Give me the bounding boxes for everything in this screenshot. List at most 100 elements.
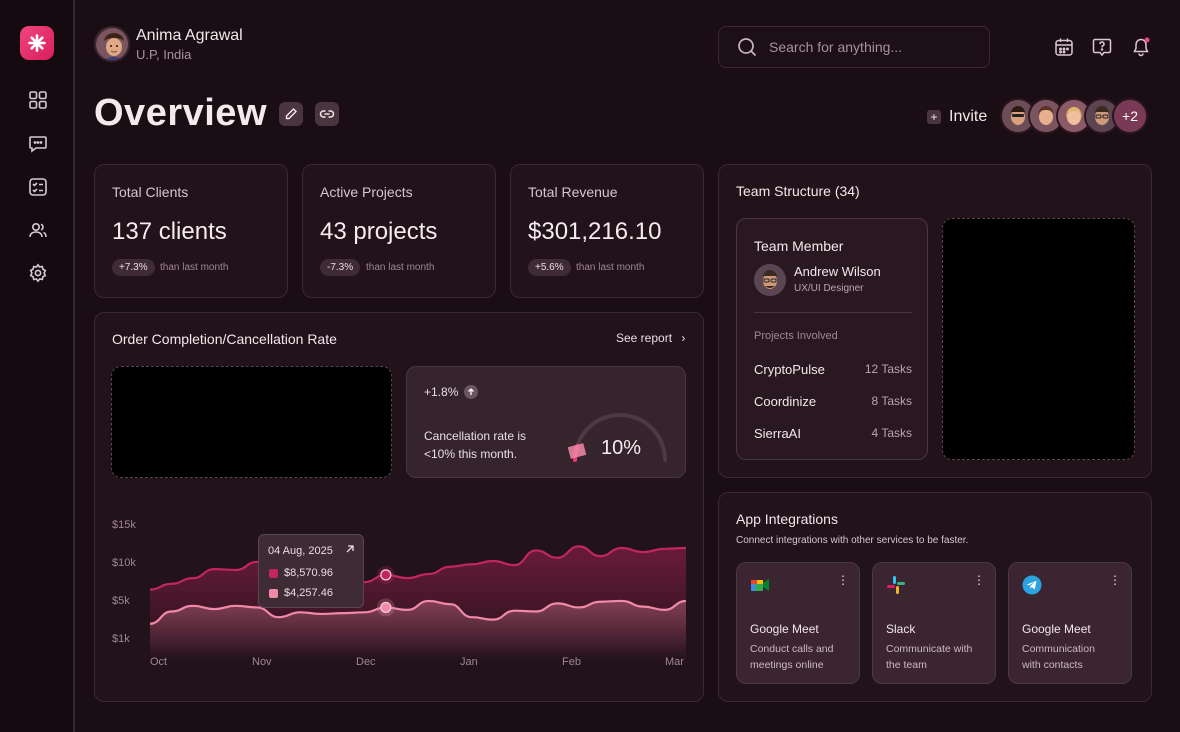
nav-tasks-icon[interactable] bbox=[26, 175, 50, 199]
stat-card-total-clients: Total Clients 137 clients +7.3% than las… bbox=[94, 164, 288, 298]
more-options-icon[interactable]: ⋮ bbox=[1109, 573, 1121, 587]
stat-value: 43 projects bbox=[320, 218, 438, 245]
more-options-icon[interactable]: ⋮ bbox=[973, 573, 985, 587]
search-icon bbox=[738, 38, 757, 57]
extra-members-count: +2 bbox=[1112, 98, 1148, 134]
nav-messages-icon[interactable] bbox=[26, 131, 50, 155]
y-tick-label: $10k bbox=[112, 557, 136, 569]
project-name: SierraAI bbox=[754, 426, 801, 441]
integration-desc: Communication bbox=[1022, 643, 1095, 655]
see-report-link[interactable]: See report › bbox=[616, 331, 685, 345]
google-meet-icon bbox=[751, 579, 769, 591]
integration-card[interactable]: ⋮ Google Meet Communication with contact… bbox=[1008, 562, 1132, 684]
link-icon bbox=[319, 110, 335, 118]
app-logo[interactable] bbox=[20, 26, 54, 60]
nav-users-icon[interactable] bbox=[26, 218, 50, 242]
telegram-icon bbox=[1022, 575, 1042, 595]
stat-value: 137 clients bbox=[112, 218, 227, 245]
integration-name: Slack bbox=[886, 622, 916, 636]
link-button[interactable] bbox=[315, 102, 339, 126]
integration-desc: Conduct calls and bbox=[750, 643, 834, 655]
stat-label: Total Revenue bbox=[528, 184, 618, 200]
member-heading: Team Member bbox=[754, 238, 844, 254]
stat-change-badge: +7.3% bbox=[112, 259, 155, 276]
integration-name: Google Meet bbox=[750, 622, 819, 636]
project-name: Coordinize bbox=[754, 394, 817, 409]
help-icon[interactable] bbox=[1091, 36, 1113, 58]
series-swatch bbox=[269, 589, 278, 598]
cancellation-text-2: <10% this month. bbox=[424, 447, 518, 461]
stat-value: $301,216.10 bbox=[528, 218, 662, 245]
integration-desc: meetings online bbox=[750, 659, 824, 671]
project-tasks: 8 Tasks bbox=[871, 394, 912, 408]
user-name: Anima Agrawal bbox=[136, 26, 243, 44]
project-row[interactable]: SierraAI 4 Tasks bbox=[754, 426, 912, 441]
plus-icon: + bbox=[927, 110, 941, 124]
y-tick-label: $15k bbox=[112, 519, 136, 531]
projects-label: Projects Involved bbox=[754, 330, 838, 342]
cancellation-gauge bbox=[567, 413, 667, 462]
nav-settings-icon[interactable] bbox=[26, 261, 50, 285]
cancellation-change: +1.8% bbox=[424, 385, 459, 399]
sidebar bbox=[0, 0, 75, 732]
cancellation-text-1: Cancellation rate is bbox=[424, 429, 527, 443]
series-line bbox=[149, 599, 687, 625]
project-row[interactable]: Coordinize 8 Tasks bbox=[754, 394, 912, 409]
project-tasks: 12 Tasks bbox=[864, 362, 912, 376]
search-bar[interactable] bbox=[718, 26, 990, 68]
stat-sub: than last month bbox=[160, 262, 229, 273]
integration-desc: with contacts bbox=[1022, 659, 1083, 671]
image-placeholder bbox=[942, 218, 1135, 460]
member-name: Andrew Wilson bbox=[794, 264, 881, 279]
edit-button[interactable] bbox=[279, 102, 303, 126]
hover-marker[interactable] bbox=[380, 569, 392, 581]
invite-label: Invite bbox=[949, 108, 988, 125]
divider bbox=[754, 312, 912, 313]
stat-sub: than last month bbox=[576, 262, 645, 273]
integration-name: Google Meet bbox=[1022, 622, 1091, 636]
chart-tooltip: 04 Aug, 2025 $8,570.96 $4,257.46 bbox=[258, 534, 364, 608]
notification-bell-icon[interactable] bbox=[1130, 36, 1152, 58]
hover-marker[interactable] bbox=[380, 601, 392, 614]
member-avatar bbox=[754, 264, 786, 296]
member-avatars[interactable]: +2 bbox=[1000, 98, 1148, 134]
stat-change-badge: -7.3% bbox=[320, 259, 361, 276]
user-profile[interactable]: Anima Agrawal U.P, India bbox=[94, 26, 243, 62]
stat-card-active-projects: Active Projects 43 projects -7.3% than l… bbox=[302, 164, 496, 298]
y-tick-label: $5k bbox=[112, 595, 130, 607]
chevron-right-icon: › bbox=[681, 331, 686, 345]
team-structure-title: Team Structure (34) bbox=[736, 183, 860, 199]
user-location: U.P, India bbox=[136, 46, 192, 62]
image-placeholder bbox=[111, 366, 392, 478]
integrations-title: App Integrations bbox=[736, 511, 838, 527]
team-member-card[interactable]: Team Member Andrew Wilson UX/UI Designer… bbox=[736, 218, 928, 460]
calendar-icon[interactable] bbox=[1053, 36, 1075, 58]
stat-label: Total Clients bbox=[112, 184, 189, 200]
project-tasks: 4 Tasks bbox=[871, 426, 912, 440]
gauge-value: 10% bbox=[601, 437, 642, 459]
slack-icon bbox=[887, 576, 905, 594]
project-row[interactable]: CryptoPulse 12 Tasks bbox=[754, 362, 912, 377]
invite-button[interactable]: + Invite bbox=[927, 108, 987, 126]
search-input[interactable] bbox=[769, 39, 969, 55]
arrow-up-icon bbox=[464, 385, 479, 399]
integration-card[interactable]: ⋮ Google Meet Conduct calls and meetings… bbox=[736, 562, 860, 684]
y-tick-label: $1k bbox=[112, 633, 130, 645]
project-name: CryptoPulse bbox=[754, 362, 825, 377]
user-avatar bbox=[94, 26, 130, 62]
stat-card-total-revenue: Total Revenue $301,216.10 +5.6% than las… bbox=[510, 164, 704, 298]
tooltip-value: $8,570.96 bbox=[284, 567, 333, 579]
integration-desc: the team bbox=[886, 659, 927, 671]
logo-icon bbox=[28, 34, 46, 52]
cancellation-card: +1.8% Cancellation rate is <10% this mon… bbox=[406, 366, 686, 478]
series-swatch bbox=[269, 569, 278, 578]
arrow-up-right-icon bbox=[346, 545, 354, 553]
integration-card[interactable]: ⋮ Slack Communicate with the team bbox=[872, 562, 996, 684]
see-report-label: See report bbox=[616, 331, 673, 345]
stat-label: Active Projects bbox=[320, 184, 413, 200]
series-area bbox=[150, 600, 686, 660]
pencil-icon bbox=[285, 108, 297, 120]
more-options-icon[interactable]: ⋮ bbox=[837, 573, 849, 587]
integrations-subtitle: Connect integrations with other services… bbox=[736, 535, 969, 546]
nav-dashboard-icon[interactable] bbox=[26, 88, 50, 112]
